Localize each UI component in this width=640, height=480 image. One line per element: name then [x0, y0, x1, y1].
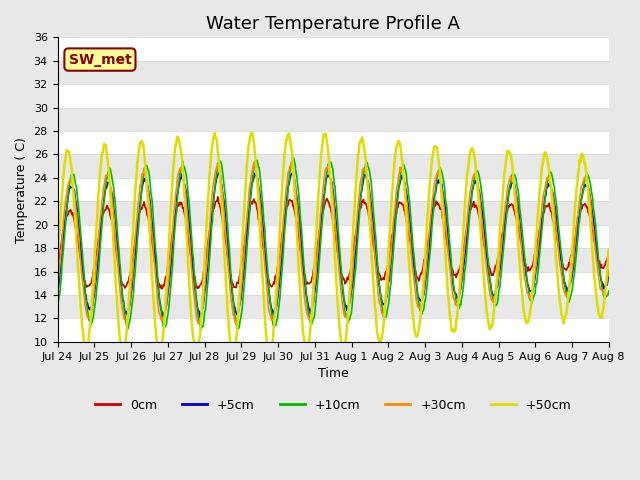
- +50cm: [54, 261, 61, 267]
- +50cm: [205, 174, 213, 180]
- Bar: [58, 178, 609, 201]
- Bar: [58, 225, 609, 248]
- 0cm: [63, 213, 71, 218]
- +5cm: [177, 175, 184, 181]
- Legend: 0cm, +5cm, +10cm, +30cm, +50cm: 0cm, +5cm, +10cm, +30cm, +50cm: [90, 394, 577, 417]
- +30cm: [195, 320, 202, 326]
- +50cm: [248, 130, 256, 136]
- +50cm: [418, 302, 426, 308]
- +5cm: [63, 199, 71, 204]
- +10cm: [63, 198, 71, 204]
- +50cm: [402, 204, 410, 209]
- +30cm: [605, 267, 612, 273]
- +30cm: [120, 316, 128, 322]
- 0cm: [158, 286, 166, 292]
- Bar: [58, 131, 609, 155]
- +30cm: [177, 166, 184, 171]
- Line: +50cm: +50cm: [58, 133, 609, 357]
- 0cm: [177, 200, 185, 205]
- 0cm: [402, 214, 410, 219]
- 0cm: [54, 264, 61, 269]
- Title: Water Temperature Profile A: Water Temperature Profile A: [206, 15, 460, 33]
- Line: +30cm: +30cm: [58, 162, 609, 323]
- Y-axis label: Temperature ( C): Temperature ( C): [15, 137, 28, 242]
- +10cm: [605, 288, 612, 294]
- +30cm: [63, 183, 71, 189]
- +30cm: [418, 300, 426, 305]
- +5cm: [289, 169, 297, 175]
- +30cm: [54, 285, 61, 291]
- Bar: [58, 319, 609, 342]
- Line: 0cm: 0cm: [58, 197, 609, 289]
- +30cm: [402, 187, 410, 193]
- +10cm: [402, 168, 410, 173]
- +10cm: [418, 312, 426, 317]
- Text: SW_met: SW_met: [68, 53, 131, 67]
- 0cm: [120, 284, 128, 289]
- +50cm: [605, 247, 612, 252]
- +5cm: [418, 299, 426, 304]
- +5cm: [206, 233, 214, 239]
- X-axis label: Time: Time: [318, 367, 349, 380]
- +5cm: [196, 314, 204, 320]
- 0cm: [206, 226, 214, 231]
- +50cm: [177, 143, 184, 149]
- Line: +5cm: +5cm: [58, 172, 609, 317]
- 0cm: [605, 249, 612, 255]
- +5cm: [54, 289, 61, 295]
- +30cm: [251, 159, 259, 165]
- +10cm: [54, 308, 61, 314]
- +5cm: [605, 274, 612, 279]
- Bar: [58, 84, 609, 108]
- Bar: [58, 272, 609, 295]
- 0cm: [214, 194, 221, 200]
- +50cm: [229, 354, 237, 360]
- +5cm: [402, 186, 410, 192]
- 0cm: [418, 271, 426, 276]
- +10cm: [197, 326, 205, 332]
- +10cm: [120, 306, 128, 312]
- +10cm: [206, 247, 214, 252]
- +30cm: [206, 218, 214, 224]
- Line: +10cm: +10cm: [58, 158, 609, 329]
- +10cm: [290, 155, 298, 161]
- +50cm: [63, 148, 71, 154]
- Bar: [58, 37, 609, 61]
- +5cm: [120, 305, 128, 311]
- +50cm: [120, 345, 128, 351]
- +10cm: [177, 169, 184, 175]
